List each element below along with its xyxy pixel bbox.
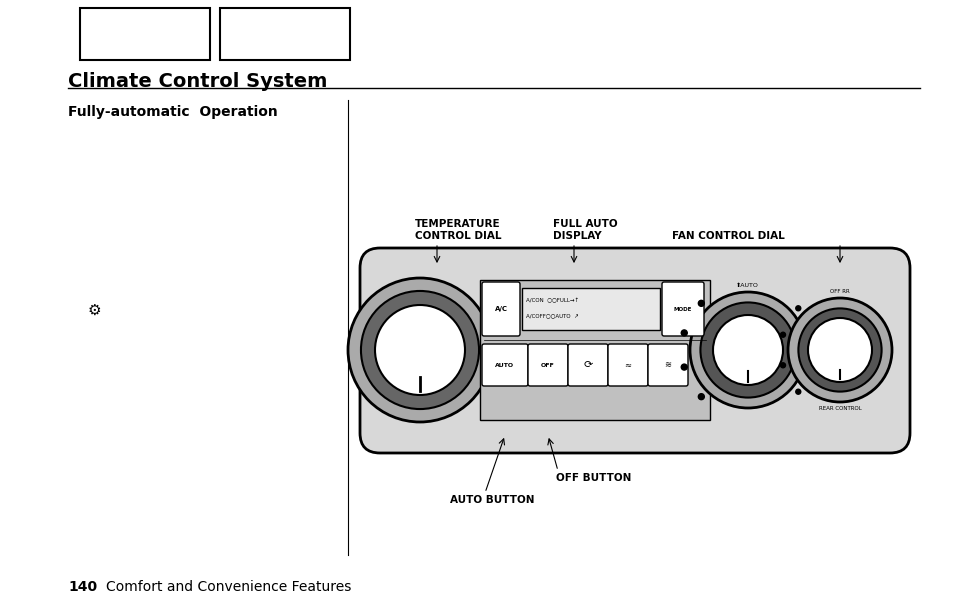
- Text: FAN CONTROL DIAL: FAN CONTROL DIAL: [671, 231, 784, 241]
- Text: AUTO BUTTON: AUTO BUTTON: [450, 495, 534, 505]
- Circle shape: [375, 305, 464, 395]
- Circle shape: [360, 291, 478, 409]
- Circle shape: [795, 389, 800, 394]
- Circle shape: [807, 318, 871, 382]
- Circle shape: [780, 363, 784, 368]
- FancyBboxPatch shape: [527, 344, 567, 386]
- FancyBboxPatch shape: [481, 344, 527, 386]
- Text: FULL AUTO
DISPLAY: FULL AUTO DISPLAY: [553, 219, 617, 241]
- Text: TEMPERATURE
CONTROL DIAL: TEMPERATURE CONTROL DIAL: [415, 219, 501, 241]
- Text: A/C: A/C: [494, 306, 507, 312]
- Bar: [220, 8, 350, 60]
- Text: A/COFF○○AUTO  ↗: A/COFF○○AUTO ↗: [525, 314, 578, 319]
- Circle shape: [780, 332, 784, 337]
- Text: OFF RR: OFF RR: [829, 289, 849, 294]
- Circle shape: [689, 292, 805, 408]
- Text: Comfort and Convenience Features: Comfort and Convenience Features: [106, 580, 351, 594]
- Bar: [80, 8, 210, 60]
- Circle shape: [680, 330, 686, 336]
- Text: 140: 140: [68, 580, 97, 594]
- Circle shape: [680, 364, 686, 370]
- Circle shape: [795, 306, 800, 311]
- Circle shape: [798, 308, 881, 392]
- Text: Fully-automatic  Operation: Fully-automatic Operation: [68, 105, 277, 119]
- Circle shape: [348, 278, 492, 422]
- Circle shape: [698, 300, 703, 306]
- Text: ⬆AUTO: ⬆AUTO: [735, 283, 758, 288]
- Text: AUTO: AUTO: [495, 362, 514, 368]
- Circle shape: [698, 394, 703, 400]
- Text: ⚙: ⚙: [88, 303, 102, 317]
- Text: A/CON  ○○FULL→↑: A/CON ○○FULL→↑: [525, 297, 578, 303]
- Bar: [521, 288, 659, 330]
- Bar: [479, 280, 709, 420]
- Text: REAR CONTROL: REAR CONTROL: [818, 406, 861, 411]
- Text: Climate Control System: Climate Control System: [68, 72, 327, 91]
- Text: ≈: ≈: [624, 360, 631, 370]
- FancyBboxPatch shape: [359, 248, 909, 453]
- FancyBboxPatch shape: [567, 344, 607, 386]
- Text: ⟳: ⟳: [582, 360, 592, 370]
- Text: OFF: OFF: [540, 362, 555, 368]
- FancyBboxPatch shape: [481, 282, 519, 336]
- Circle shape: [700, 303, 795, 397]
- FancyBboxPatch shape: [661, 282, 703, 336]
- Circle shape: [712, 315, 782, 385]
- Text: ≋: ≋: [664, 360, 671, 370]
- FancyBboxPatch shape: [647, 344, 687, 386]
- Text: MODE: MODE: [673, 306, 692, 311]
- Circle shape: [787, 298, 891, 402]
- FancyBboxPatch shape: [607, 344, 647, 386]
- Text: OFF BUTTON: OFF BUTTON: [556, 473, 631, 483]
